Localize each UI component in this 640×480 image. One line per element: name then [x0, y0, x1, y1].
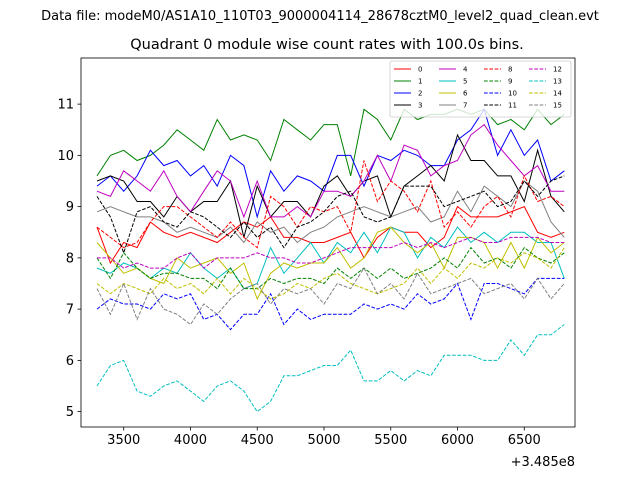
legend-label-10: 10: [508, 90, 517, 98]
legend-label-15: 15: [553, 102, 562, 110]
series-line-12: [97, 236, 565, 269]
x-offset-label: +3.485e8: [511, 455, 575, 470]
x-tick-label: 3500: [107, 433, 140, 448]
x-tick-label: 4500: [241, 433, 274, 448]
series-line-6: [96, 226, 565, 301]
series-line-10: [96, 277, 565, 331]
legend-label-13: 13: [553, 78, 562, 86]
series-line-11: [96, 175, 565, 255]
legend-box: [389, 60, 572, 118]
legend-label-3: 3: [418, 102, 422, 110]
x-tick-label: 6500: [508, 433, 541, 448]
series-line-9: [96, 246, 565, 290]
plot-frame: [80, 57, 576, 428]
y-tick-label: 11: [57, 98, 74, 113]
y-tick-label: 10: [57, 149, 74, 164]
legend-label-8: 8: [508, 66, 512, 74]
legend-label-0: 0: [418, 66, 422, 74]
chart-suptitle: Data file: modeM0/AS1A10_110T03_90000041…: [41, 9, 599, 24]
y-tick-label: 8: [66, 251, 74, 266]
series-line-0: [96, 205, 565, 265]
series-line-4: [96, 123, 565, 219]
series-layer: [96, 108, 565, 413]
legend-label-9: 9: [508, 78, 512, 86]
axis-layer: 3500 4000 4500 5000 5500 6000 6500 5 6 7 8 9 10 11: [57, 98, 540, 448]
x-tick-label: 5000: [307, 433, 340, 448]
series-line-8: [96, 160, 565, 249]
legend-label-2: 2: [418, 90, 422, 98]
series-line-5: [96, 226, 565, 290]
legend-label-6: 6: [463, 90, 468, 98]
series-line-7: [96, 180, 565, 244]
legend-label-1: 1: [418, 78, 422, 86]
series-line-13: [96, 324, 565, 413]
chart-title: Quadrant 0 module wise count rates with …: [130, 37, 524, 53]
legend-label-12: 12: [553, 66, 562, 74]
y-tick-label: 7: [66, 303, 74, 318]
y-tick-label: 9: [66, 200, 74, 215]
x-tick-label: 6000: [441, 433, 474, 448]
legend-label-4: 4: [463, 66, 468, 74]
legend-label-5: 5: [463, 78, 467, 86]
legend-label-14: 14: [553, 90, 562, 98]
y-tick-label: 5: [66, 405, 74, 420]
legend-label-11: 11: [508, 102, 517, 110]
series-line-14: [96, 247, 565, 300]
y-tick-label: 6: [66, 354, 74, 369]
legend-label-7: 7: [463, 102, 467, 110]
x-tick-label: 5500: [374, 433, 407, 448]
series-line-3: [96, 133, 565, 238]
x-tick-label: 4000: [174, 433, 207, 448]
series-line-2: [96, 108, 565, 219]
series-line-15: [96, 267, 565, 326]
